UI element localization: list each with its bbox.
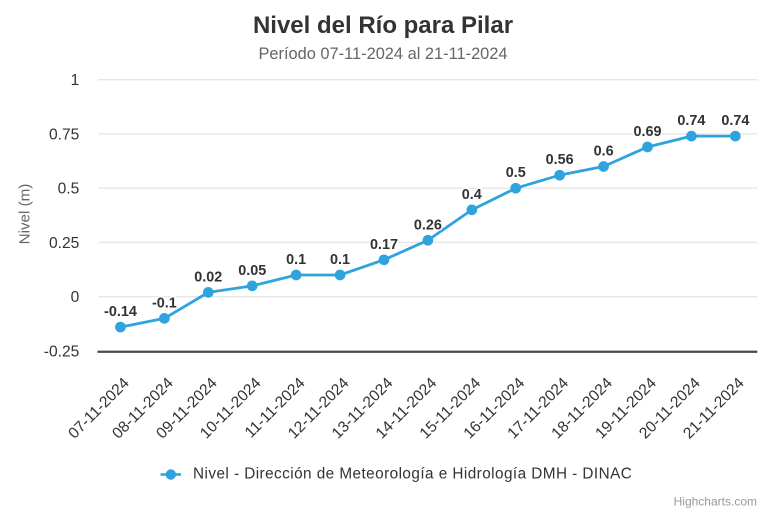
svg-text:Nivel - Dirección de Meteorolo: Nivel - Dirección de Meteorología e Hidr… xyxy=(193,466,632,483)
svg-text:0.25: 0.25 xyxy=(49,235,80,252)
svg-text:-0.1: -0.1 xyxy=(152,295,177,311)
svg-text:0.26: 0.26 xyxy=(414,217,442,233)
svg-text:Período 07-11-2024 al 21-11-20: Período 07-11-2024 al 21-11-2024 xyxy=(258,45,507,63)
svg-text:0.02: 0.02 xyxy=(194,269,222,285)
svg-text:0.5: 0.5 xyxy=(58,181,80,198)
svg-text:0.5: 0.5 xyxy=(506,165,526,181)
svg-text:0.74: 0.74 xyxy=(721,113,749,129)
svg-text:Nivel del Río para Pilar: Nivel del Río para Pilar xyxy=(253,12,513,39)
svg-text:0.74: 0.74 xyxy=(677,113,705,129)
svg-text:0.69: 0.69 xyxy=(633,124,661,140)
svg-text:0.56: 0.56 xyxy=(546,152,574,168)
svg-text:0.17: 0.17 xyxy=(370,237,398,253)
svg-text:0.4: 0.4 xyxy=(462,187,482,203)
svg-text:0.1: 0.1 xyxy=(330,252,350,268)
svg-text:0.75: 0.75 xyxy=(49,126,80,143)
svg-text:0: 0 xyxy=(71,289,80,306)
svg-text:1: 1 xyxy=(71,72,80,89)
svg-text:-0.14: -0.14 xyxy=(104,304,137,320)
svg-text:0.05: 0.05 xyxy=(238,263,266,279)
svg-text:0.1: 0.1 xyxy=(286,252,306,268)
svg-text:Nivel (m): Nivel (m) xyxy=(17,184,34,245)
svg-text:0.6: 0.6 xyxy=(594,144,614,160)
svg-text:Highcharts.com: Highcharts.com xyxy=(674,495,757,509)
svg-text:-0.25: -0.25 xyxy=(44,343,80,360)
